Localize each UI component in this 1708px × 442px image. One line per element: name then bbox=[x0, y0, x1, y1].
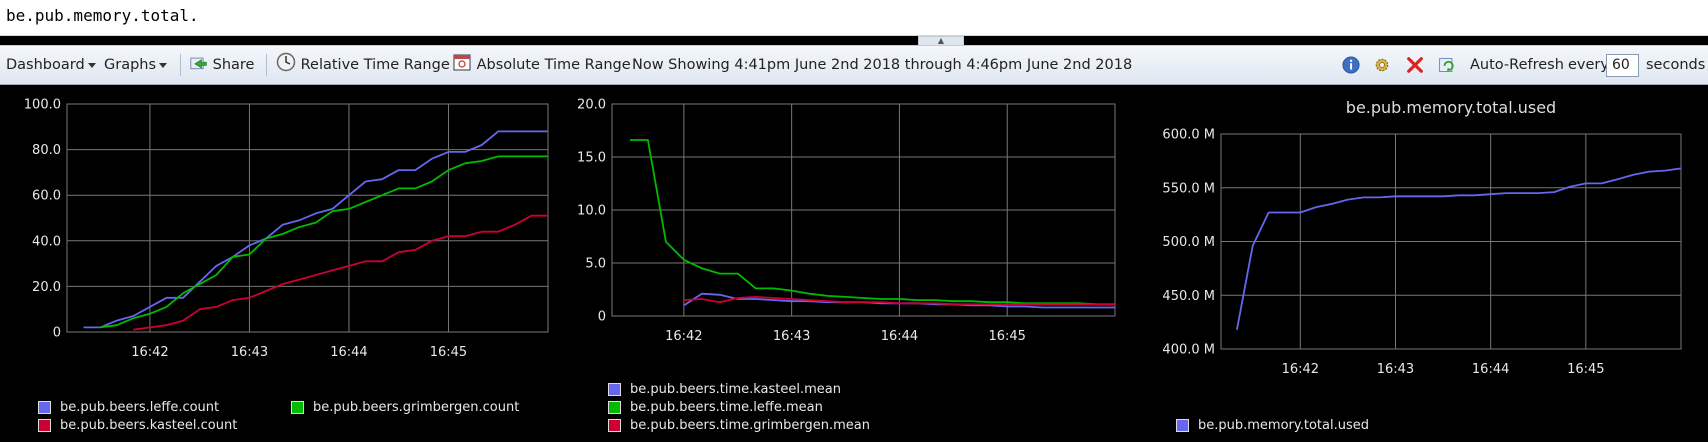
y-tick-label: 80.0 bbox=[32, 143, 61, 158]
y-tick-label: 450.0 M bbox=[1162, 289, 1215, 304]
legend-label: be.pub.beers.time.kasteel.mean bbox=[630, 382, 842, 397]
y-tick-label: 15.0 bbox=[577, 151, 606, 166]
collapse-toggle[interactable]: ▲ bbox=[918, 36, 964, 45]
chart-title: be.pub.memory.total.used bbox=[1346, 98, 1556, 117]
legend-swatch bbox=[291, 401, 304, 414]
x-tick-label: 16:45 bbox=[1567, 362, 1604, 377]
relative-time-button[interactable]: Relative Time Range bbox=[276, 46, 450, 84]
x-tick-label: 16:45 bbox=[988, 329, 1025, 344]
y-tick-label: 5.0 bbox=[585, 257, 606, 272]
legend-swatch bbox=[608, 419, 621, 432]
legend-swatch bbox=[38, 419, 51, 432]
y-tick-label: 40.0 bbox=[32, 234, 61, 249]
legend-label: be.pub.beers.grimbergen.count bbox=[313, 400, 520, 415]
series-line-0 bbox=[83, 130, 548, 329]
x-tick-label: 16:43 bbox=[773, 329, 810, 344]
legend-label: be.pub.beers.kasteel.count bbox=[60, 418, 238, 433]
legend-label: be.pub.beers.time.leffe.mean bbox=[630, 400, 823, 415]
graph-beer-time-means[interactable]: 0 5.0 10.0 15.0 20.0 16:42 16:43 16:44 16:45 bbox=[570, 86, 1140, 442]
y-tick-label: 550.0 M bbox=[1162, 181, 1215, 196]
share-icon bbox=[190, 57, 207, 70]
legend-swatch bbox=[38, 401, 51, 414]
y-tick-label: 0 bbox=[598, 310, 606, 325]
x-tick-label: 16:44 bbox=[881, 329, 918, 344]
share-button[interactable]: Share bbox=[190, 46, 254, 84]
gear-icon[interactable] bbox=[1373, 56, 1391, 74]
series-line-2 bbox=[133, 214, 548, 331]
toolbar-separator bbox=[180, 54, 181, 76]
legend-label: be.pub.beers.leffe.count bbox=[60, 400, 220, 415]
absolute-time-button[interactable]: Absolute Time Range bbox=[452, 46, 631, 84]
legend-label: be.pub.beers.time.grimbergen.mean bbox=[630, 418, 870, 433]
y-tick-label: 100.0 bbox=[24, 98, 61, 113]
caret-down-icon bbox=[159, 62, 168, 68]
query-bar: be.pub.memory.total. bbox=[0, 0, 1708, 36]
y-tick-label: 500.0 M bbox=[1162, 235, 1215, 250]
query-input[interactable]: be.pub.memory.total. bbox=[6, 6, 199, 25]
y-tick-label: 0 bbox=[53, 326, 61, 341]
x-tick-label: 16:44 bbox=[1472, 362, 1509, 377]
seconds-label: seconds bbox=[1646, 57, 1706, 73]
absolute-time-label: Absolute Time Range bbox=[476, 57, 631, 73]
x-tick-label: 16:42 bbox=[1282, 362, 1319, 377]
dashboard-menu[interactable]: Dashboard bbox=[6, 46, 96, 84]
calendar-icon bbox=[453, 54, 471, 71]
y-tick-label: 600.0 M bbox=[1162, 128, 1215, 143]
info-icon[interactable] bbox=[1342, 56, 1360, 74]
graph-memory-total-used[interactable]: be.pub.memory.total.used 400.0 M 450.0 M 50… bbox=[1140, 86, 1708, 442]
plot-frame bbox=[66, 103, 549, 333]
share-label: Share bbox=[212, 57, 255, 73]
graph-beer-counts[interactable]: 0 20.0 40.0 60.0 80.0 100.0 16:42 16:43 16:44 16:… bbox=[0, 86, 560, 442]
refresh-icon[interactable] bbox=[1438, 56, 1456, 74]
y-tick-label: 400.0 M bbox=[1162, 343, 1215, 358]
y-tick-label: 60.0 bbox=[32, 189, 61, 204]
caret-down-icon bbox=[87, 62, 96, 68]
chevron-up-icon: ▲ bbox=[937, 36, 945, 45]
legend-swatch bbox=[1176, 419, 1189, 432]
legend-beer-counts: be.pub.beers.leffe.count be.pub.beers.gr… bbox=[38, 398, 558, 438]
graphs-menu[interactable]: Graphs bbox=[104, 46, 168, 84]
close-icon[interactable] bbox=[1406, 56, 1424, 74]
auto-refresh-toggle[interactable]: Auto-Refresh bbox=[1470, 57, 1564, 73]
legend-memory-total-used: be.pub.memory.total.used bbox=[1176, 416, 1576, 436]
x-tick-label: 16:44 bbox=[330, 345, 367, 360]
y-tick-label: 20.0 bbox=[32, 280, 61, 295]
relative-time-label: Relative Time Range bbox=[300, 57, 450, 73]
legend-label: be.pub.memory.total.used bbox=[1198, 418, 1369, 433]
x-tick-label: 16:45 bbox=[430, 345, 467, 360]
series-line-2 bbox=[683, 296, 1115, 306]
graphs-menu-label: Graphs bbox=[104, 57, 157, 73]
series-line-1 bbox=[100, 155, 548, 329]
toolbar: Dashboard Graphs Share Relative Time Ran… bbox=[0, 45, 1708, 85]
x-tick-label: 16:42 bbox=[131, 345, 168, 360]
toolbar-separator bbox=[266, 54, 267, 76]
legend-swatch bbox=[608, 383, 621, 396]
x-tick-label: 16:43 bbox=[231, 345, 268, 360]
legend-beer-time-means: be.pub.beers.time.kasteel.mean be.pub.be… bbox=[608, 380, 1128, 438]
every-label: every bbox=[1568, 57, 1609, 73]
y-tick-label: 10.0 bbox=[577, 204, 606, 219]
time-range-status: Now Showing 4:41pm June 2nd 2018 through… bbox=[632, 57, 1133, 73]
legend-swatch bbox=[608, 401, 621, 414]
clock-icon bbox=[276, 52, 296, 72]
series-line-0 bbox=[1236, 167, 1682, 330]
x-tick-label: 16:43 bbox=[1377, 362, 1414, 377]
x-tick-label: 16:42 bbox=[665, 329, 702, 344]
refresh-interval-input[interactable]: 60 bbox=[1606, 54, 1639, 77]
y-tick-label: 20.0 bbox=[577, 98, 606, 113]
dashboard-menu-label: Dashboard bbox=[6, 57, 85, 73]
series-line-1 bbox=[630, 139, 1115, 306]
